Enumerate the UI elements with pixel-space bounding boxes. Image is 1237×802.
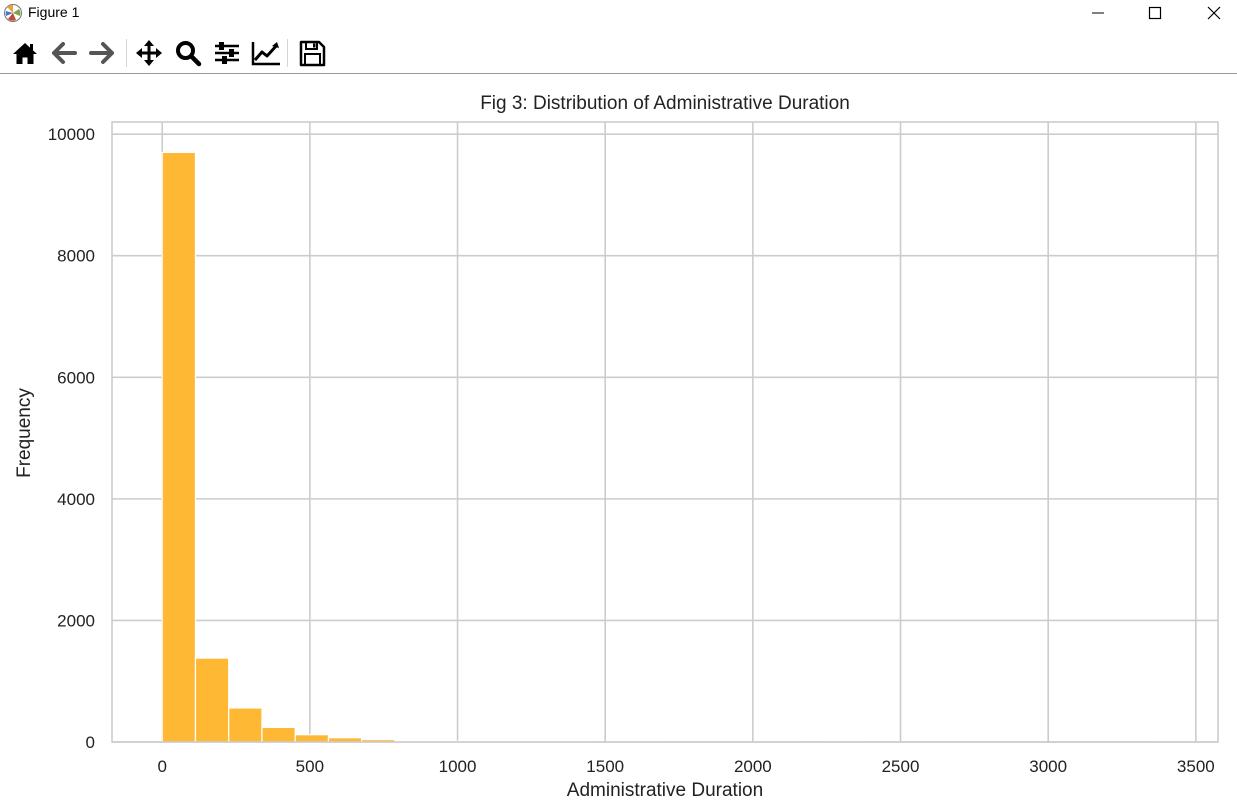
zoom-button[interactable] — [170, 35, 206, 71]
save-button[interactable] — [294, 35, 330, 71]
window-title-bar: Figure 1 — [0, 0, 1237, 26]
arrow-left-icon — [50, 39, 78, 67]
line-chart-icon — [251, 39, 281, 67]
window-title: Figure 1 — [28, 4, 79, 20]
configure-subplots-button[interactable] — [209, 35, 245, 71]
navigation-toolbar — [0, 33, 1237, 74]
histogram-chart: 0 500 1000 1500 2000 2500 3000 3500 0 2000 4000 60… — [0, 74, 1237, 795]
x-tick-label: 3000 — [1029, 757, 1067, 776]
minimize-button[interactable] — [1075, 0, 1121, 26]
toolbar-separator — [287, 39, 288, 67]
x-axis-label: Administrative Duration — [112, 780, 1218, 802]
matplotlib-logo-icon — [3, 3, 23, 23]
maximize-button[interactable] — [1132, 0, 1178, 26]
toolbar-separator — [126, 39, 127, 67]
x-tick-label: 1500 — [586, 757, 624, 776]
chart-title: Fig 3: Distribution of Administrative Du… — [112, 93, 1218, 115]
edit-axis-button[interactable] — [247, 35, 283, 71]
y-tick-label: 0 — [86, 733, 95, 752]
grid-lines — [112, 122, 1218, 742]
forward-button[interactable] — [84, 35, 120, 71]
pan-button[interactable] — [131, 35, 167, 71]
floppy-disk-icon — [298, 39, 326, 67]
x-tick-label: 1000 — [439, 757, 477, 776]
histogram-bar — [229, 708, 262, 742]
x-tick-label: 2000 — [734, 757, 772, 776]
histogram-bars — [162, 152, 1193, 742]
magnifier-icon — [174, 39, 202, 67]
x-tick-label: 500 — [296, 757, 324, 776]
axes-frame — [112, 122, 1218, 742]
histogram-bar — [295, 735, 328, 742]
maximize-icon — [1148, 6, 1162, 20]
y-tick-label: 6000 — [57, 368, 95, 387]
histogram-bar — [262, 727, 295, 742]
histogram-bar — [162, 152, 195, 742]
y-tick-label: 8000 — [57, 247, 95, 266]
x-tick-label: 2500 — [882, 757, 920, 776]
x-tick-label: 0 — [157, 757, 166, 776]
y-tick-label: 4000 — [57, 490, 95, 509]
figure-canvas[interactable]: 0 500 1000 1500 2000 2500 3000 3500 0 2000 4000 60… — [0, 74, 1237, 795]
back-button[interactable] — [46, 35, 82, 71]
y-tick-label: 10000 — [48, 125, 95, 144]
minimize-icon — [1091, 6, 1105, 20]
home-button[interactable] — [7, 35, 43, 71]
sliders-icon — [213, 39, 241, 67]
y-tick-label: 2000 — [57, 611, 95, 630]
histogram-bar — [195, 658, 228, 742]
y-axis-label: Frequency — [14, 388, 36, 478]
y-tick-labels: 0 2000 4000 6000 8000 10000 — [48, 125, 95, 752]
x-tick-labels: 0 500 1000 1500 2000 2500 3000 3500 — [157, 757, 1214, 776]
move-icon — [135, 39, 163, 67]
x-tick-label: 3500 — [1177, 757, 1215, 776]
arrow-right-icon — [88, 39, 116, 67]
close-icon — [1207, 6, 1221, 20]
home-icon — [11, 39, 39, 67]
close-button[interactable] — [1191, 0, 1237, 26]
